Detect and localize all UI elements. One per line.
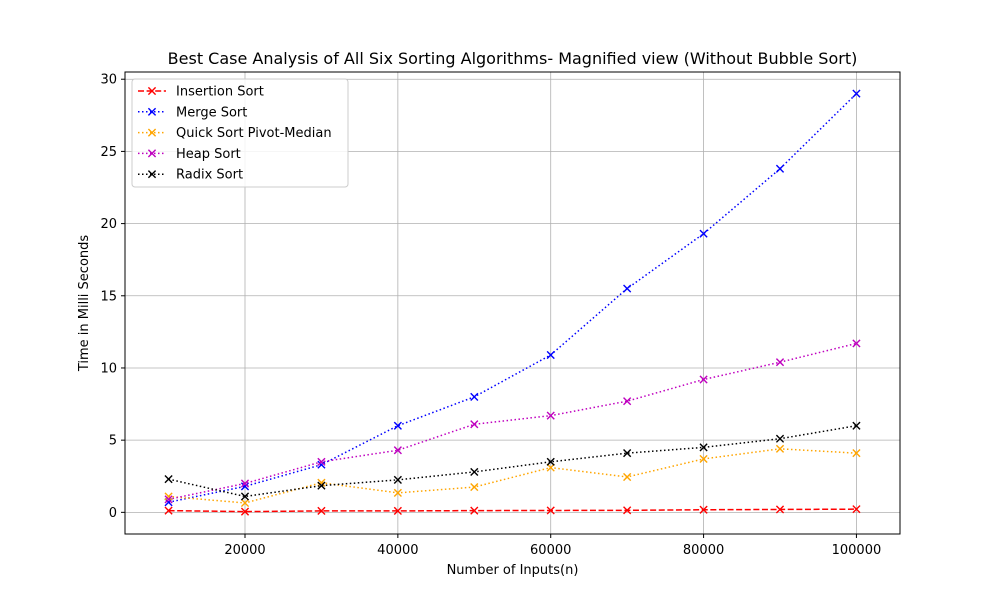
series-line-quick-sort-pivot-median [168, 448, 857, 504]
data-point-insertion-sort [546, 506, 555, 515]
x-axis: 20000 40000 60000 80000 100000 [224, 534, 881, 558]
chart-title: Best Case Analysis of All Six Sorting Al… [168, 49, 858, 68]
data-point-radix-sort [699, 443, 708, 452]
series-line-insertion-sort [168, 508, 857, 513]
data-point-quick-sort-pivot-median [240, 498, 250, 508]
series-quick-sort-pivot-median [164, 444, 861, 508]
legend: Insertion Sort Merge Sort Quick Sort Pivot… [131, 78, 349, 188]
series-insertion-sort [164, 505, 861, 516]
x-tick-label: 60000 [530, 543, 571, 558]
data-point-merge-sort [775, 164, 785, 173]
series-merge-sort [164, 89, 861, 507]
data-point-quick-sort-pivot-median [623, 472, 632, 482]
data-point-insertion-sort [623, 506, 632, 515]
legend-marker [147, 128, 157, 137]
data-point-quick-sort-pivot-median [164, 492, 173, 501]
data-point-heap-sort [775, 358, 785, 367]
y-tick-label: 25 [100, 145, 117, 160]
y-tick-label: 10 [100, 361, 117, 376]
data-point-merge-sort [317, 460, 326, 469]
y-axis: 0 5 10 15 20 25 30 [100, 73, 125, 521]
legend-label: Heap Sort [176, 147, 241, 162]
x-axis-title: Number of Inputs(n) [447, 563, 579, 578]
series-layer [164, 89, 861, 516]
data-point-radix-sort [546, 457, 555, 466]
y-tick-label: 20 [100, 217, 117, 232]
legend-marker [147, 170, 157, 179]
data-point-insertion-sort [164, 506, 173, 515]
legend-label: Radix Sort [176, 168, 243, 183]
data-point-heap-sort [699, 375, 708, 384]
x-tick-label: 80000 [683, 543, 724, 558]
legend-box [131, 78, 349, 188]
data-point-radix-sort [470, 467, 479, 477]
data-point-quick-sort-pivot-median [775, 444, 785, 453]
y-tick-label: 0 [109, 506, 117, 521]
data-point-heap-sort [852, 339, 861, 348]
data-point-heap-sort [623, 397, 632, 406]
data-point-quick-sort-pivot-median [470, 482, 479, 492]
data-point-quick-sort-pivot-median [852, 449, 861, 458]
data-point-radix-sort [775, 434, 785, 443]
data-point-insertion-sort [393, 506, 402, 515]
data-point-merge-sort [470, 392, 479, 401]
data-point-merge-sort [393, 421, 402, 430]
data-point-insertion-sort [240, 507, 250, 516]
data-point-insertion-sort [699, 505, 708, 514]
x-tick-label: 20000 [224, 543, 265, 558]
legend-label: Quick Sort Pivot-Median [176, 126, 332, 141]
legend-item: Heap Sort [138, 147, 241, 162]
y-tick-label: 5 [109, 434, 117, 449]
plot-frame [124, 71, 901, 535]
data-point-heap-sort [470, 420, 479, 429]
data-point-merge-sort [546, 350, 555, 360]
data-point-insertion-sort [775, 505, 785, 514]
series-radix-sort [164, 421, 861, 501]
y-axis-title: Time in Milli Seconds [77, 235, 92, 373]
data-point-merge-sort [240, 482, 250, 491]
data-point-heap-sort [393, 446, 402, 455]
data-point-insertion-sort [470, 506, 479, 515]
legend-item: Insertion Sort [138, 85, 264, 100]
legend-item: Merge Sort [138, 105, 247, 120]
data-point-merge-sort [852, 89, 861, 98]
data-point-heap-sort [317, 457, 326, 466]
legend-marker [147, 149, 157, 158]
x-tick-label: 40000 [377, 543, 418, 558]
data-point-heap-sort [240, 479, 250, 488]
series-line-heap-sort [168, 342, 857, 501]
legend-item: Quick Sort Pivot-Median [138, 126, 332, 141]
series-line-radix-sort [168, 424, 857, 498]
data-point-radix-sort [393, 475, 402, 484]
data-point-insertion-sort [317, 506, 326, 515]
legend-marker [147, 86, 157, 96]
data-point-quick-sort-pivot-median [317, 478, 326, 487]
legend-item: Radix Sort [138, 168, 243, 183]
data-point-insertion-sort [852, 505, 861, 514]
data-point-radix-sort [164, 475, 173, 484]
data-point-radix-sort [317, 481, 326, 490]
data-point-radix-sort [852, 421, 861, 430]
data-point-quick-sort-pivot-median [699, 454, 708, 464]
legend-marker [147, 107, 157, 116]
data-point-quick-sort-pivot-median [393, 488, 402, 497]
series-heap-sort [164, 339, 861, 504]
y-tick-label: 15 [100, 289, 117, 304]
data-point-radix-sort [623, 449, 632, 458]
data-point-heap-sort [546, 411, 555, 420]
legend-label: Insertion Sort [176, 85, 264, 100]
x-tick-label: 100000 [832, 543, 882, 558]
data-point-radix-sort [240, 492, 250, 501]
series-line-merge-sort [168, 93, 857, 503]
legend-label: Merge Sort [176, 105, 247, 120]
data-point-merge-sort [699, 229, 708, 238]
y-tick-label: 30 [100, 73, 117, 88]
data-point-merge-sort [623, 284, 632, 293]
data-point-heap-sort [164, 495, 173, 504]
